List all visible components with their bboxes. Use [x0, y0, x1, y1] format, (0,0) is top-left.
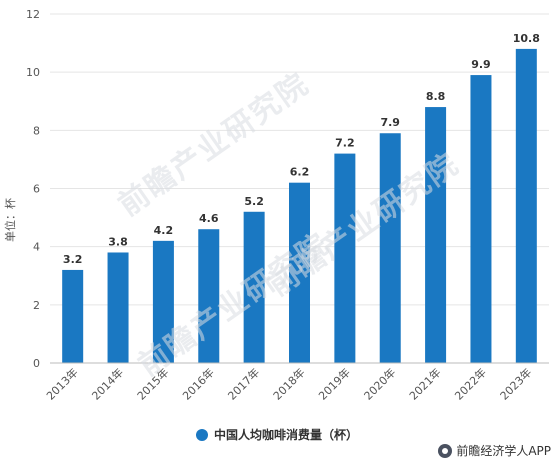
- x-tick-label: 2019年: [316, 365, 353, 402]
- bar: [152, 240, 174, 363]
- value-label: 3.2: [63, 253, 83, 266]
- bars: [62, 48, 537, 364]
- value-label: 6.2: [290, 166, 310, 179]
- bar: [470, 75, 492, 363]
- bar: [243, 211, 265, 363]
- y-axis-ticks: 0 2 4 6 8 10 12: [26, 8, 40, 370]
- x-tick-label: 2013年: [43, 365, 80, 402]
- value-labels: 3.2 3.8 4.2 4.6 5.2 6.2 7.2 7.9 8.8 9.9 10.8: [63, 32, 540, 266]
- y-axis-label: 单位：杯: [3, 198, 17, 242]
- x-tick-label: 2018年: [270, 365, 307, 402]
- x-tick-label: 2022年: [452, 365, 489, 402]
- value-label: 7.9: [380, 116, 400, 129]
- x-tick-label: 2021年: [406, 365, 443, 402]
- value-label: 7.2: [335, 137, 355, 150]
- y-tick-label: 8: [33, 124, 40, 137]
- value-label: 5.2: [244, 195, 264, 208]
- x-tick-label: 2016年: [179, 365, 216, 402]
- value-label: 10.8: [513, 32, 540, 45]
- legend-label: 中国人均咖啡消费量（杯）: [214, 428, 359, 442]
- x-tick-label: 2023年: [497, 365, 534, 402]
- bar: [425, 107, 447, 363]
- source-credit: 前瞻经济学人APP: [438, 442, 551, 459]
- value-label: 4.2: [154, 224, 174, 237]
- bar: [289, 182, 310, 363]
- source-text: 前瞻经济学人APP: [456, 444, 551, 458]
- y-tick-label: 0: [33, 357, 40, 370]
- bar: [198, 229, 220, 363]
- legend-marker: [196, 428, 208, 441]
- x-tick-label: 2020年: [361, 365, 398, 402]
- bar: [334, 153, 356, 363]
- bar: [515, 48, 537, 364]
- value-label: 3.8: [108, 235, 128, 248]
- source-logo-icon: [438, 443, 453, 458]
- y-tick-label: 4: [33, 241, 40, 254]
- x-tick-label: 2017年: [225, 365, 262, 402]
- bar: [107, 252, 129, 363]
- y-tick-label: 10: [26, 66, 40, 79]
- bar: [62, 269, 84, 363]
- y-tick-label: 12: [26, 8, 40, 21]
- legend: 中国人均咖啡消费量（杯）: [196, 426, 358, 443]
- y-tick-label: 2: [33, 299, 40, 312]
- value-label: 9.9: [471, 58, 491, 71]
- x-tick-label: 2014年: [89, 365, 126, 402]
- x-axis-ticks: 2013年 2014年 2015年 2016年 2017年 2018年 2019年 2020年…: [43, 365, 534, 402]
- value-label: 4.6: [199, 212, 219, 225]
- value-label: 8.8: [426, 90, 446, 103]
- bar: [379, 133, 401, 363]
- y-tick-label: 6: [33, 183, 40, 196]
